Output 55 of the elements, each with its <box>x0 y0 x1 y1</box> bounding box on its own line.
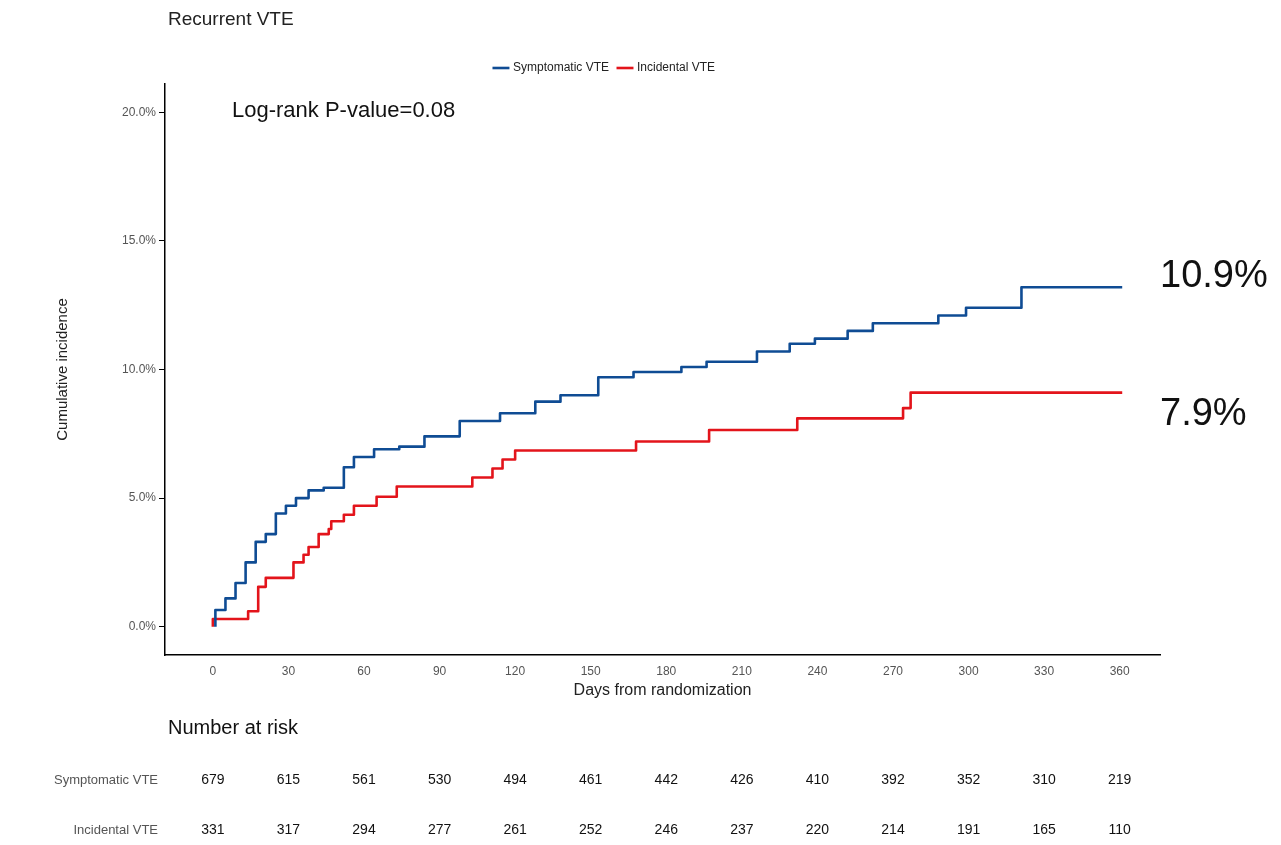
text: 214 <box>881 820 905 837</box>
x-tick-label: 180 <box>656 663 677 678</box>
text: 317 <box>276 820 301 837</box>
text: Symptomatic VTE <box>53 771 159 787</box>
x-tick-label: 30 <box>281 663 296 678</box>
annotation: 10.9% <box>1160 253 1268 296</box>
text: 165 <box>1032 820 1057 837</box>
legend-label: Incidental VTE <box>636 60 716 75</box>
text: 442 <box>654 770 679 787</box>
y-tick-label: 10.0% <box>121 361 157 376</box>
text: 219 <box>1108 770 1132 787</box>
y-tick-label: 0.0% <box>128 619 157 634</box>
x-tick-label: 60 <box>357 663 371 678</box>
text: 294 <box>352 820 376 837</box>
text: 410 <box>805 770 830 787</box>
text: 331 <box>201 820 225 837</box>
x-tick-label: 120 <box>505 663 526 678</box>
x-tick-label: 210 <box>731 663 753 678</box>
text: 310 <box>1032 770 1057 787</box>
text: 110 <box>1108 820 1132 837</box>
y-axis-title: Cumulative incidence <box>53 298 71 441</box>
text: 615 <box>276 770 301 787</box>
y-tick-label: 5.0% <box>128 490 157 505</box>
y-tick-label: 20.0% <box>121 104 157 119</box>
text: Number at risk <box>168 715 300 738</box>
legend-label: Symptomatic VTE <box>512 60 609 75</box>
text: 461 <box>579 770 603 787</box>
text: 261 <box>503 820 528 837</box>
text: 392 <box>881 770 905 787</box>
text: 237 <box>730 820 754 837</box>
text: 252 <box>579 820 603 837</box>
text: 530 <box>427 770 452 787</box>
x-tick-label: 150 <box>580 663 602 678</box>
x-tick-label: 330 <box>1034 663 1055 678</box>
text: 191 <box>956 820 981 837</box>
text: 246 <box>654 820 679 837</box>
text: Incidental VTE <box>73 821 159 837</box>
text: 679 <box>201 770 225 787</box>
x-tick-label: 0 <box>209 663 217 678</box>
text: 220 <box>805 820 830 837</box>
x-tick-label: 270 <box>882 663 904 678</box>
annotation: 7.9% <box>1160 391 1247 434</box>
text: 426 <box>730 770 754 787</box>
chart-title: Recurrent VTE <box>168 8 294 30</box>
x-tick-label: 90 <box>432 663 447 678</box>
annotation: Log-rank P-value=0.08 <box>232 97 456 123</box>
text: 561 <box>352 770 376 787</box>
text: 494 <box>503 770 528 787</box>
x-tick-label: 300 <box>958 663 979 678</box>
text: 277 <box>427 820 452 837</box>
x-tick-label: 360 <box>1109 663 1131 678</box>
x-axis-title: Days from randomization <box>573 680 752 698</box>
text: 352 <box>956 770 981 787</box>
x-tick-label: 240 <box>807 663 828 678</box>
y-tick-label: 15.0% <box>121 233 157 248</box>
